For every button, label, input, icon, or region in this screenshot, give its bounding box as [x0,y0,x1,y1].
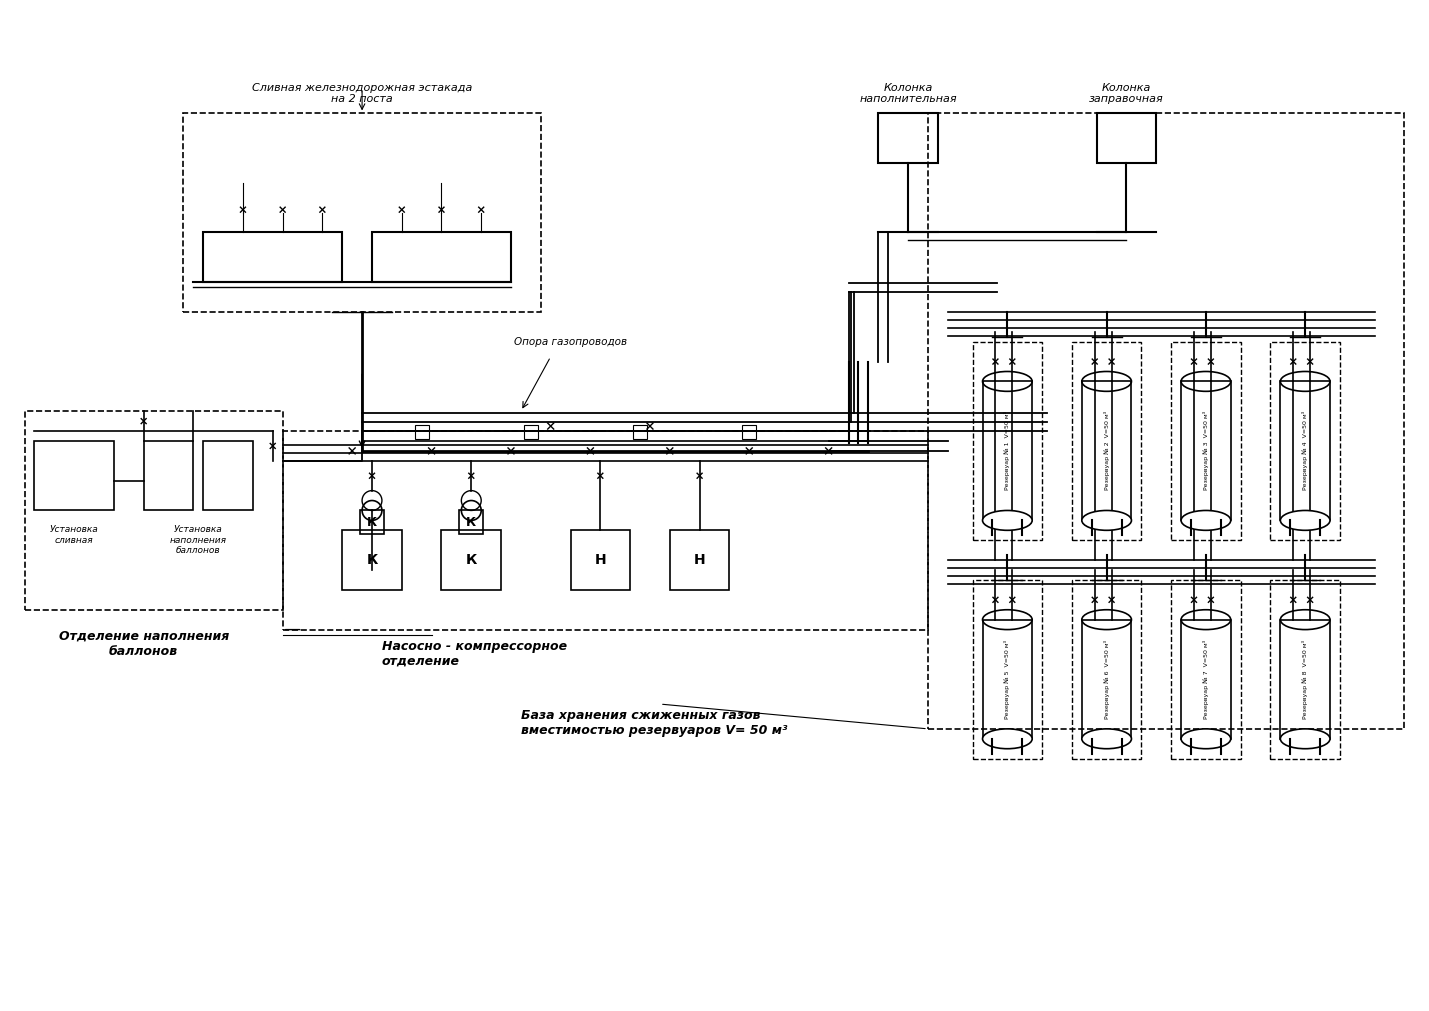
Ellipse shape [1082,729,1132,749]
Bar [203,233,342,282]
Bar [203,441,253,511]
Bar [1280,620,1330,739]
Bar [183,113,540,312]
Ellipse shape [1182,511,1230,531]
Bar [1182,620,1230,739]
Bar [742,425,756,439]
Bar [1172,342,1240,540]
Bar [983,381,1032,521]
Bar [1172,580,1240,758]
Bar [459,511,483,534]
Bar [414,425,429,439]
Bar [342,531,402,589]
Bar [1280,381,1330,521]
Bar [1072,580,1142,758]
Text: Н: Н [594,553,606,567]
Text: Н: Н [694,553,706,567]
Text: Резервуар № 2  V=50 м³: Резервуар № 2 V=50 м³ [1103,411,1110,490]
Text: К: К [366,553,377,567]
Text: Резервуар № 7  V=50 м³: Резервуар № 7 V=50 м³ [1203,640,1209,719]
Bar [633,425,647,439]
Bar [1182,381,1230,521]
Bar [24,411,283,610]
Ellipse shape [1280,729,1330,749]
Text: Установка
наполнения
баллонов: Установка наполнения баллонов [170,526,227,555]
Bar [360,511,384,534]
Text: К: К [466,553,477,567]
Bar [1072,342,1142,540]
Text: Резервуар № 5  V=50 м³: Резервуар № 5 V=50 м³ [1005,640,1010,719]
Text: К: К [367,516,377,529]
Bar [570,531,630,589]
Ellipse shape [983,511,1032,531]
Text: База хранения сжиженных газов
вместимостью резервуаров V= 50 м³: База хранения сжиженных газов вместимост… [522,709,787,737]
Bar [983,620,1032,739]
Bar [1082,620,1132,739]
Bar [372,233,512,282]
Text: Резервуар № 4  V=50 м³: Резервуар № 4 V=50 м³ [1302,411,1308,490]
Text: Колонка
заправочная: Колонка заправочная [1089,83,1163,104]
Ellipse shape [1280,511,1330,531]
Bar [34,441,114,511]
Text: Насосно - компрессорное
отделение: Насосно - компрессорное отделение [382,640,567,667]
Text: Резервуар № 1  V=50 м³: Резервуар № 1 V=50 м³ [1005,411,1010,490]
Bar [283,431,927,630]
Bar [879,113,937,163]
Bar [524,425,537,439]
Text: Опора газопроводов: Опора газопроводов [514,337,627,347]
Text: Резервуар № 6  V=50 м³: Резервуар № 6 V=50 м³ [1103,640,1110,719]
Bar [927,113,1405,729]
Text: Отделение наполнения
баллонов: Отделение наполнения баллонов [59,630,229,657]
Bar [1270,580,1340,758]
Text: Установка
сливная: Установка сливная [50,526,99,545]
Ellipse shape [1082,511,1132,531]
Bar [973,342,1042,540]
Ellipse shape [983,729,1032,749]
Bar [1270,342,1340,540]
Text: Резервуар № 3  V=50 м³: Резервуар № 3 V=50 м³ [1203,411,1209,490]
Text: Резервуар № 8  V=50 м³: Резервуар № 8 V=50 м³ [1302,640,1308,719]
Bar [670,531,729,589]
Bar [973,580,1042,758]
Bar [442,531,502,589]
Bar [144,441,193,511]
Text: К: К [466,516,476,529]
Bar [1096,113,1156,163]
Text: Колонка
наполнительная: Колонка наполнительная [859,83,957,104]
Text: Сливная железнодорожная эстакада
на 2 поста: Сливная железнодорожная эстакада на 2 по… [252,83,472,104]
Bar [1082,381,1132,521]
Ellipse shape [1182,729,1230,749]
